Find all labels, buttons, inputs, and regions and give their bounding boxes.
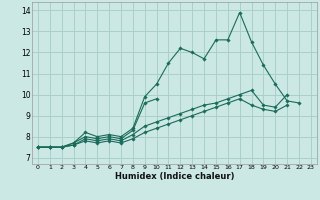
X-axis label: Humidex (Indice chaleur): Humidex (Indice chaleur) <box>115 172 234 181</box>
